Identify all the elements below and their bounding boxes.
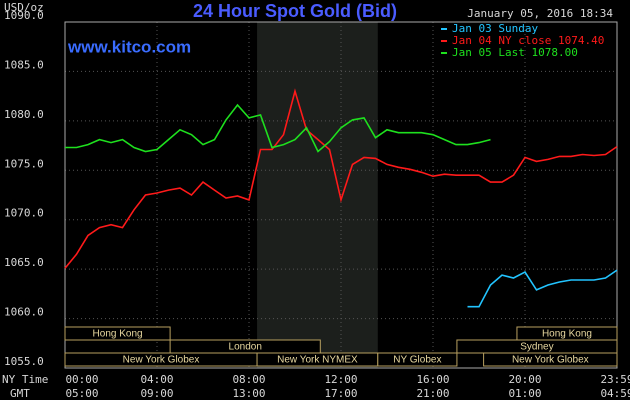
y-tick-label: 1080.0 (4, 108, 44, 121)
session-label: NY Globex (393, 355, 441, 366)
session-label: New York Globex (512, 355, 589, 366)
x-tick-label: 23:59 (600, 373, 630, 386)
legend-label: Jan 05 Last 1078.00 (452, 46, 578, 59)
gmt-tick-label: 13:00 (232, 387, 265, 400)
y-tick-label: 1090.0 (4, 9, 44, 22)
session-box (64, 326, 171, 341)
series-line (467, 269, 618, 308)
gmt-tick-label: 21:00 (416, 387, 449, 400)
y-tick-label: 1075.0 (4, 157, 44, 170)
gmt-tick-label: 01:00 (508, 387, 541, 400)
legend-label: Jan 03 Sunday (452, 22, 538, 35)
y-tick-label: 1055.0 (4, 355, 44, 368)
legend-label: Jan 04 NY close 1074.40 (452, 34, 604, 47)
session-label: Sydney (520, 342, 553, 353)
x-tick-label: 00:00 (65, 373, 98, 386)
x-tick-label: 12:00 (324, 373, 357, 386)
session-label: New York NYMEX (277, 355, 358, 366)
x-tick-label: 08:00 (232, 373, 265, 386)
gmt-tick-label: 04:59 (600, 387, 630, 400)
session-box (377, 352, 458, 367)
session-label: Hong Kong (93, 329, 143, 340)
session-label: New York Globex (123, 355, 200, 366)
x-tick-label: 04:00 (140, 373, 173, 386)
session-label: Hong Kong (542, 329, 592, 340)
y-tick-label: 1070.0 (4, 207, 44, 220)
gmt-tick-label: 17:00 (324, 387, 357, 400)
x-row-label: NY Time (2, 373, 48, 386)
gmt-tick-label: 05:00 (65, 387, 98, 400)
session-highlight (257, 22, 378, 368)
y-tick-label: 1085.0 (4, 58, 44, 71)
y-tick-label: 1060.0 (4, 306, 44, 319)
session-box (483, 352, 618, 367)
session-label: London (229, 342, 262, 353)
x-tick-label: 16:00 (416, 373, 449, 386)
x-row-label: GMT (10, 387, 30, 400)
watermark: www.kitco.com (67, 37, 191, 56)
series-line (65, 103, 491, 153)
plot-frame (64, 21, 618, 369)
x-tick-label: 20:00 (508, 373, 541, 386)
timestamp: January 05, 2016 18:34 (467, 7, 613, 20)
gmt-tick-label: 09:00 (140, 387, 173, 400)
chart-title: 24 Hour Spot Gold (Bid) (193, 1, 397, 21)
series-line (64, 88, 618, 269)
y-axis-label: USD/oz (4, 1, 44, 14)
y-tick-label: 1065.0 (4, 256, 44, 269)
